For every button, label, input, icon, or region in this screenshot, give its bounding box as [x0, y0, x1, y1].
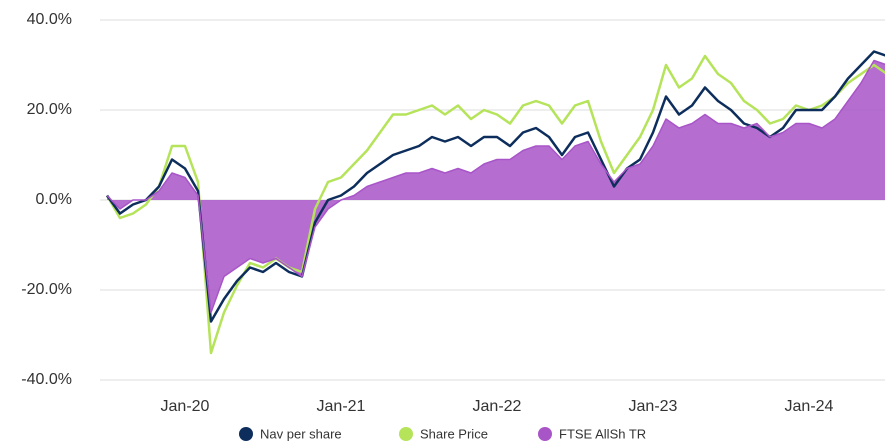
x-tick-label: Jan-20: [161, 398, 210, 415]
y-tick-label: 0.0%: [36, 191, 72, 208]
y-tick-label: -20.0%: [21, 281, 72, 298]
legend-marker: [239, 427, 253, 441]
legend-label: Nav per share: [260, 426, 342, 441]
legend-label: Share Price: [420, 426, 488, 441]
x-tick-label: Jan-21: [317, 398, 366, 415]
x-tick-label: Jan-23: [629, 398, 678, 415]
y-tick-label: 20.0%: [27, 101, 72, 118]
legend-marker: [538, 427, 552, 441]
legend-label: FTSE AllSh TR: [559, 426, 646, 441]
legend-marker: [399, 427, 413, 441]
line: [106, 59, 885, 314]
line: [105, 50, 885, 323]
area: [107, 60, 885, 313]
line: [105, 54, 885, 355]
y-tick-label: -40.0%: [21, 371, 72, 388]
x-tick-label: Jan-22: [473, 398, 522, 415]
x-tick-label: Jan-24: [785, 398, 834, 415]
y-tick-label: 40.0%: [27, 11, 72, 28]
